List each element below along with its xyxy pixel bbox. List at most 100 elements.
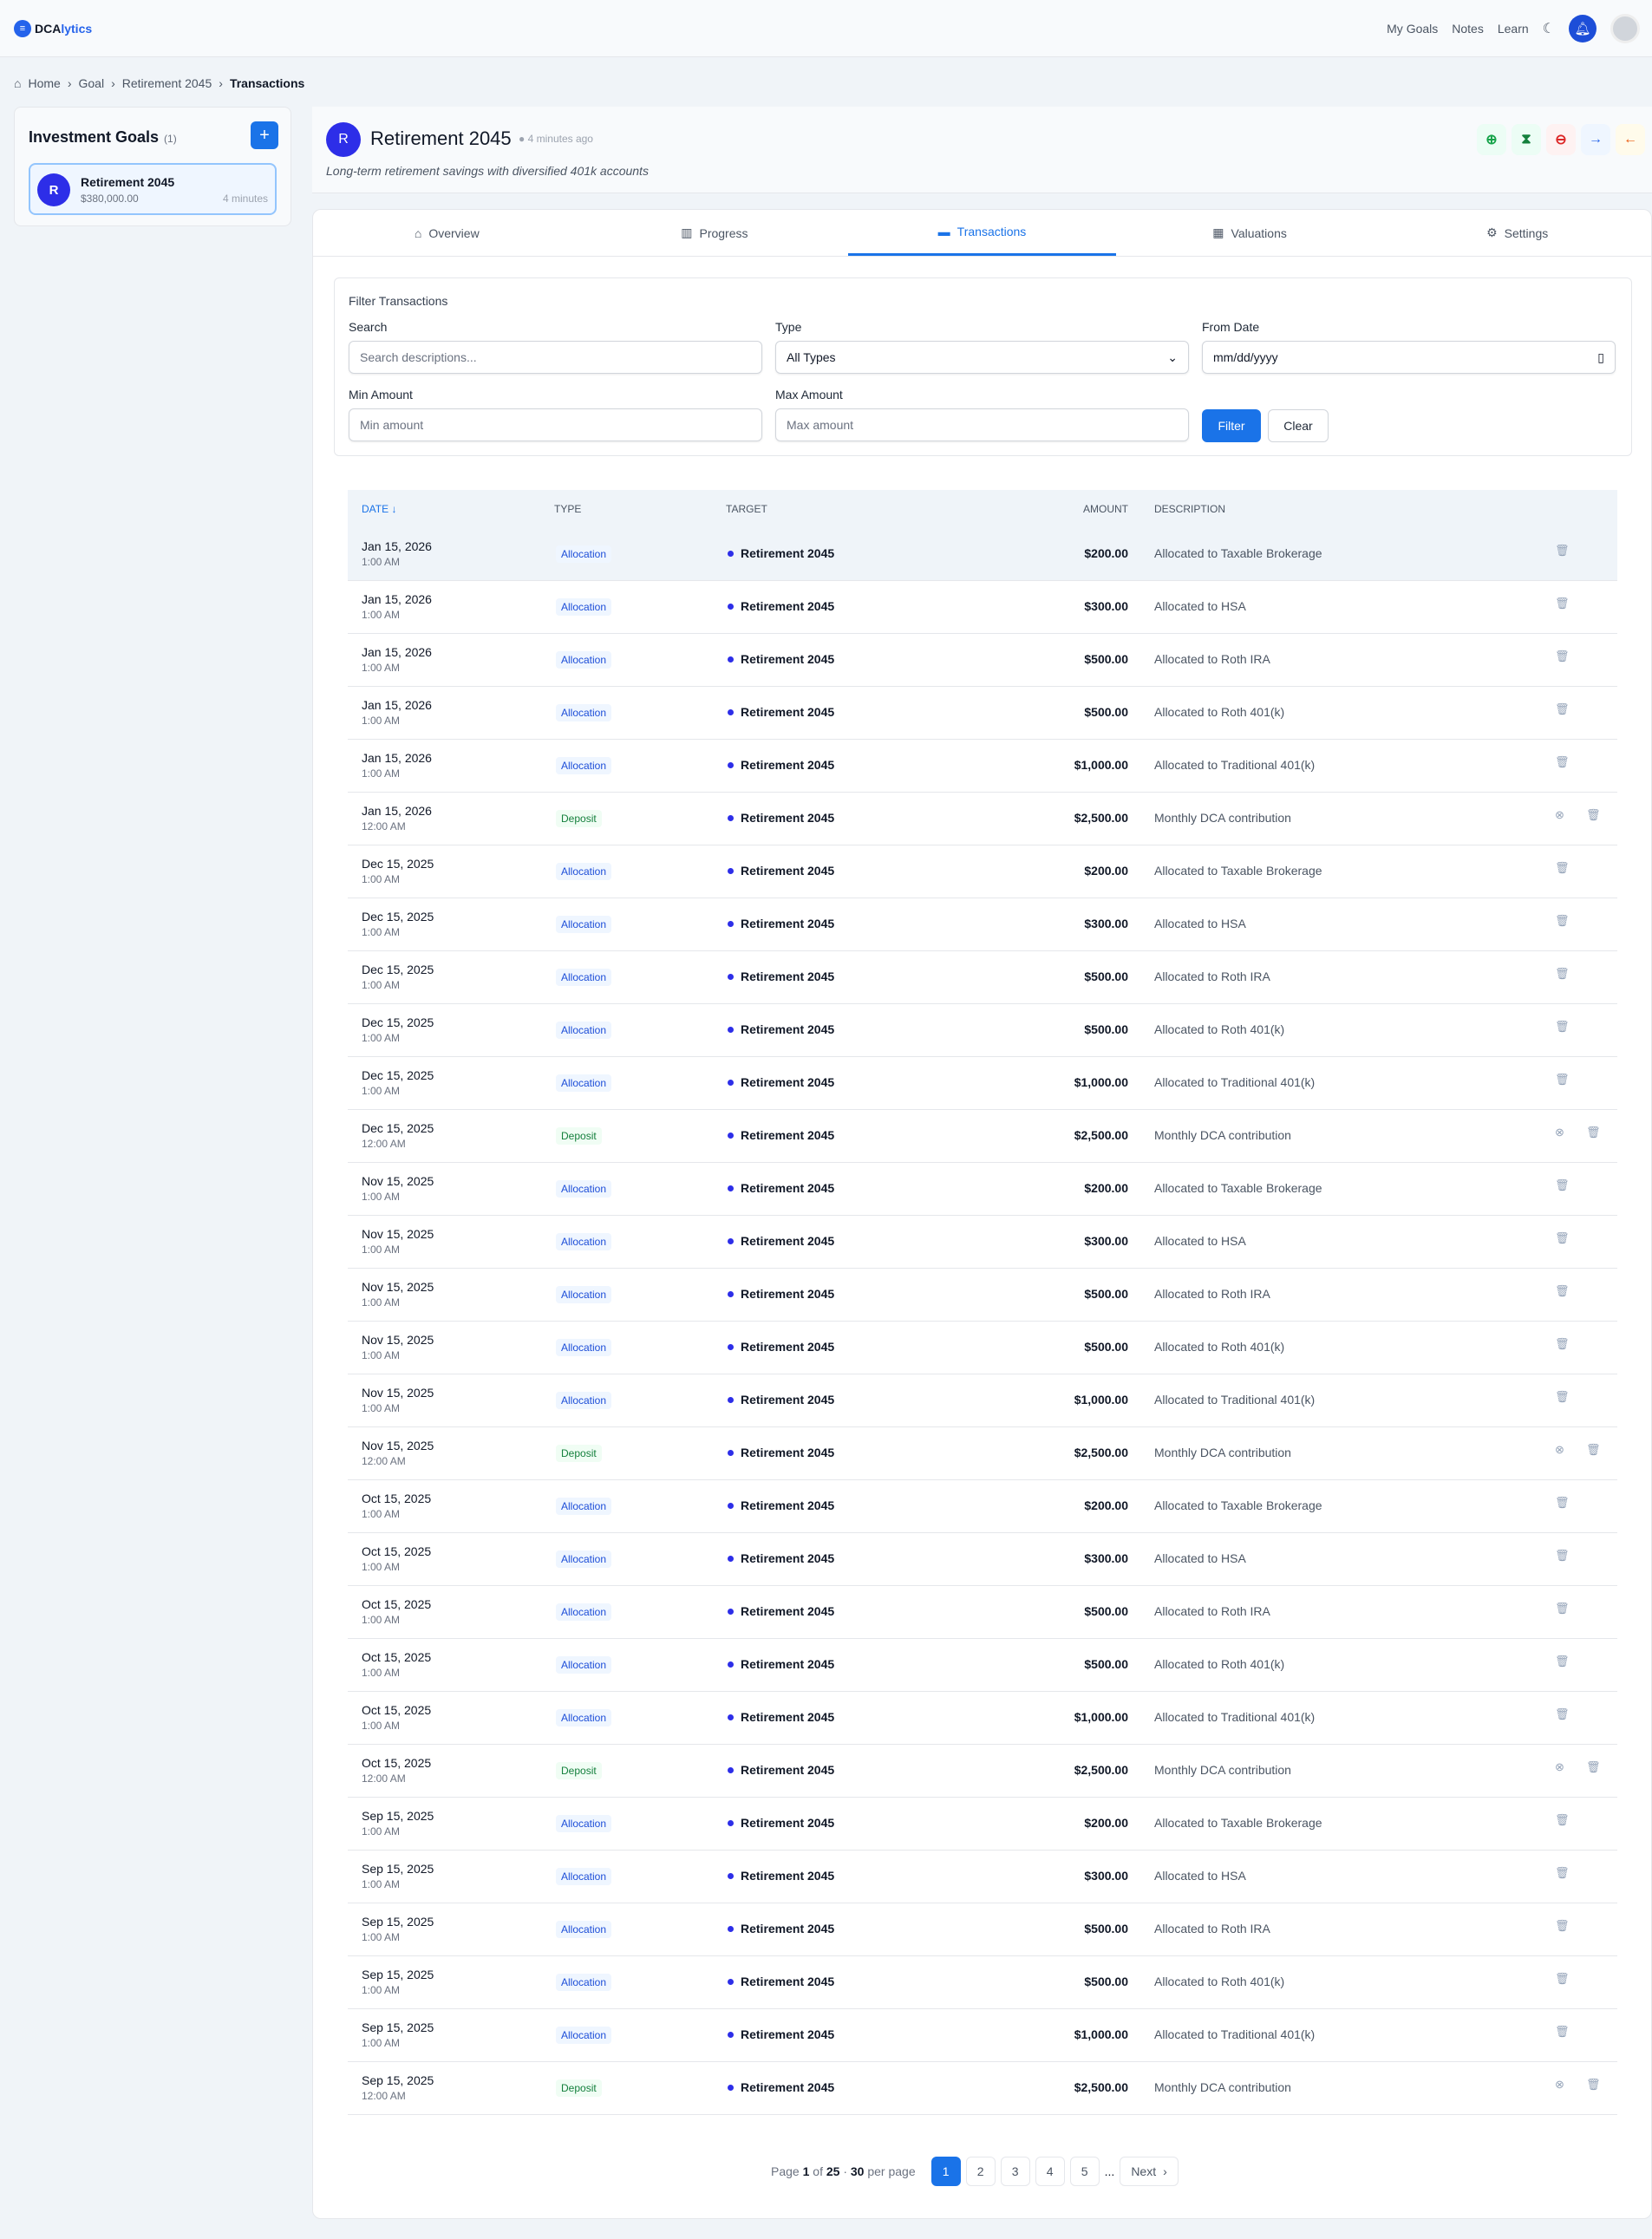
row-target[interactable]: Retirement 2045 (728, 2080, 834, 2094)
bell-icon[interactable]: 🔔︎ (1569, 15, 1596, 42)
min-amount-input[interactable]: Min amount (349, 408, 762, 441)
trash-icon[interactable]: 🗑︎ (1555, 1390, 1570, 1403)
breadcrumb-goal[interactable]: Goal (78, 76, 105, 90)
row-target[interactable]: Retirement 2045 (728, 652, 834, 666)
table-row[interactable]: Dec 15, 2025 12:00 AM Deposit Retirement… (348, 1110, 1617, 1163)
row-target[interactable]: Retirement 2045 (728, 1181, 834, 1195)
table-row[interactable]: Sep 15, 2025 1:00 AM Allocation Retireme… (348, 1956, 1617, 2009)
trash-icon[interactable]: 🗑︎ (1555, 1178, 1570, 1191)
row-target[interactable]: Retirement 2045 (728, 811, 834, 825)
row-target[interactable]: Retirement 2045 (728, 1710, 834, 1724)
table-row[interactable]: Sep 15, 2025 12:00 AM Deposit Retirement… (348, 2062, 1617, 2115)
row-target[interactable]: Retirement 2045 (728, 1551, 834, 1565)
trash-icon[interactable]: 🗑︎ (1555, 755, 1570, 768)
filter-button[interactable]: Filter (1202, 409, 1261, 442)
page-button-2[interactable]: 2 (965, 2157, 996, 2186)
table-row[interactable]: Sep 15, 2025 1:00 AM Allocation Retireme… (348, 1851, 1617, 1903)
trash-icon[interactable]: 🗑︎ (1555, 1707, 1570, 1720)
row-target[interactable]: Retirement 2045 (728, 1234, 834, 1248)
row-target[interactable]: Retirement 2045 (728, 1128, 834, 1142)
trash-icon[interactable]: 🗑︎ (1586, 1443, 1601, 1456)
tab-valuations[interactable]: ▦ Valuations (1116, 210, 1384, 256)
trash-icon[interactable]: 🗑︎ (1555, 544, 1570, 557)
trash-icon[interactable]: 🗑︎ (1555, 1284, 1570, 1297)
table-row[interactable]: Nov 15, 2025 1:00 AM Allocation Retireme… (348, 1163, 1617, 1216)
table-row[interactable]: Nov 15, 2025 1:00 AM Allocation Retireme… (348, 1269, 1617, 1322)
row-target[interactable]: Retirement 2045 (728, 1340, 834, 1354)
cancel-circle-icon[interactable]: ⊗ (1555, 808, 1564, 821)
table-row[interactable]: Jan 15, 2026 1:00 AM Allocation Retireme… (348, 528, 1617, 581)
row-target[interactable]: Retirement 2045 (728, 1816, 834, 1830)
table-row[interactable]: Sep 15, 2025 1:00 AM Allocation Retireme… (348, 1903, 1617, 1956)
trash-icon[interactable]: 🗑︎ (1555, 1073, 1570, 1086)
trash-icon[interactable]: 🗑︎ (1555, 1919, 1570, 1932)
trash-icon[interactable]: 🗑︎ (1555, 1866, 1570, 1879)
row-target[interactable]: Retirement 2045 (728, 1393, 834, 1407)
hourglass-button[interactable]: ⧗ (1512, 124, 1541, 155)
trash-icon[interactable]: 🗑︎ (1555, 1337, 1570, 1350)
nav-my-goals[interactable]: My Goals (1387, 22, 1439, 36)
type-select[interactable]: All Types ⌄ (775, 341, 1189, 374)
row-target[interactable]: Retirement 2045 (728, 1922, 834, 1935)
row-target[interactable]: Retirement 2045 (728, 969, 834, 983)
table-row[interactable]: Dec 15, 2025 1:00 AM Allocation Retireme… (348, 951, 1617, 1004)
max-amount-input[interactable]: Max amount (775, 408, 1189, 441)
breadcrumb-goal-name[interactable]: Retirement 2045 (121, 76, 212, 90)
tab-progress[interactable]: ▥ Progress (581, 210, 849, 256)
row-target[interactable]: Retirement 2045 (728, 1022, 834, 1036)
trash-icon[interactable]: 🗑︎ (1555, 1231, 1570, 1244)
user-avatar[interactable] (1610, 14, 1640, 43)
trash-icon[interactable]: 🗑︎ (1555, 914, 1570, 927)
withdraw-button[interactable]: ⊖ (1546, 124, 1576, 155)
table-row[interactable]: Oct 15, 2025 1:00 AM Allocation Retireme… (348, 1639, 1617, 1692)
dark-mode-moon-icon[interactable]: ☾ (1542, 22, 1555, 36)
trash-icon[interactable]: 🗑︎ (1555, 1602, 1570, 1615)
goal-list-item[interactable]: R Retirement 2045 $380,000.00 4 minutes (29, 163, 277, 215)
table-row[interactable]: Dec 15, 2025 1:00 AM Allocation Retireme… (348, 845, 1617, 898)
trash-icon[interactable]: 🗑︎ (1586, 1126, 1601, 1139)
page-button-4[interactable]: 4 (1035, 2157, 1065, 2186)
trash-icon[interactable]: 🗑︎ (1555, 1813, 1570, 1826)
table-row[interactable]: Nov 15, 2025 12:00 AM Deposit Retirement… (348, 1427, 1617, 1480)
table-row[interactable]: Oct 15, 2025 1:00 AM Allocation Retireme… (348, 1586, 1617, 1639)
tab-transactions[interactable]: ▬ Transactions (848, 210, 1116, 256)
table-row[interactable]: Jan 15, 2026 1:00 AM Allocation Retireme… (348, 634, 1617, 687)
next-page-button[interactable]: Next › (1120, 2157, 1179, 2186)
table-row[interactable]: Jan 15, 2026 1:00 AM Allocation Retireme… (348, 740, 1617, 793)
table-row[interactable]: Sep 15, 2025 1:00 AM Allocation Retireme… (348, 1798, 1617, 1851)
trash-icon[interactable]: 🗑︎ (1586, 808, 1601, 821)
row-target[interactable]: Retirement 2045 (728, 1075, 834, 1089)
table-row[interactable]: Jan 15, 2026 12:00 AM Deposit Retirement… (348, 793, 1617, 845)
table-row[interactable]: Oct 15, 2025 1:00 AM Allocation Retireme… (348, 1533, 1617, 1586)
trash-icon[interactable]: 🗑︎ (1555, 1496, 1570, 1509)
trash-icon[interactable]: 🗑︎ (1586, 1760, 1601, 1773)
cancel-circle-icon[interactable]: ⊗ (1555, 1126, 1564, 1139)
table-row[interactable]: Oct 15, 2025 1:00 AM Allocation Retireme… (348, 1480, 1617, 1533)
from-date-input[interactable]: mm/dd/yyyy ▯ (1202, 341, 1616, 374)
trash-icon[interactable]: 🗑︎ (1555, 2025, 1570, 2038)
row-target[interactable]: Retirement 2045 (728, 1657, 834, 1671)
table-row[interactable]: Nov 15, 2025 1:00 AM Allocation Retireme… (348, 1322, 1617, 1374)
add-deposit-button[interactable]: ⊕ (1477, 124, 1506, 155)
add-goal-button[interactable]: + (251, 121, 278, 149)
transfer-in-button[interactable]: ← (1616, 124, 1645, 155)
table-row[interactable]: Dec 15, 2025 1:00 AM Allocation Retireme… (348, 1004, 1617, 1057)
trash-icon[interactable]: 🗑︎ (1555, 702, 1570, 715)
trash-icon[interactable]: 🗑︎ (1555, 861, 1570, 874)
transfer-out-button[interactable]: → (1581, 124, 1610, 155)
table-row[interactable]: Jan 15, 2026 1:00 AM Allocation Retireme… (348, 687, 1617, 740)
page-button-1[interactable]: 1 (930, 2157, 961, 2186)
cancel-circle-icon[interactable]: ⊗ (1555, 1443, 1564, 1456)
row-target[interactable]: Retirement 2045 (728, 546, 834, 560)
tab-settings[interactable]: ⚙ Settings (1383, 210, 1651, 256)
trash-icon[interactable]: 🗑︎ (1555, 1549, 1570, 1562)
table-row[interactable]: Oct 15, 2025 12:00 AM Deposit Retirement… (348, 1745, 1617, 1798)
row-target[interactable]: Retirement 2045 (728, 1446, 834, 1459)
row-target[interactable]: Retirement 2045 (728, 1498, 834, 1512)
table-row[interactable]: Dec 15, 2025 1:00 AM Allocation Retireme… (348, 898, 1617, 951)
row-target[interactable]: Retirement 2045 (728, 705, 834, 719)
table-row[interactable]: Jan 15, 2026 1:00 AM Allocation Retireme… (348, 581, 1617, 634)
tab-overview[interactable]: ⌂ Overview (313, 210, 581, 256)
table-row[interactable]: Dec 15, 2025 1:00 AM Allocation Retireme… (348, 1057, 1617, 1110)
trash-icon[interactable]: 🗑︎ (1555, 597, 1570, 610)
